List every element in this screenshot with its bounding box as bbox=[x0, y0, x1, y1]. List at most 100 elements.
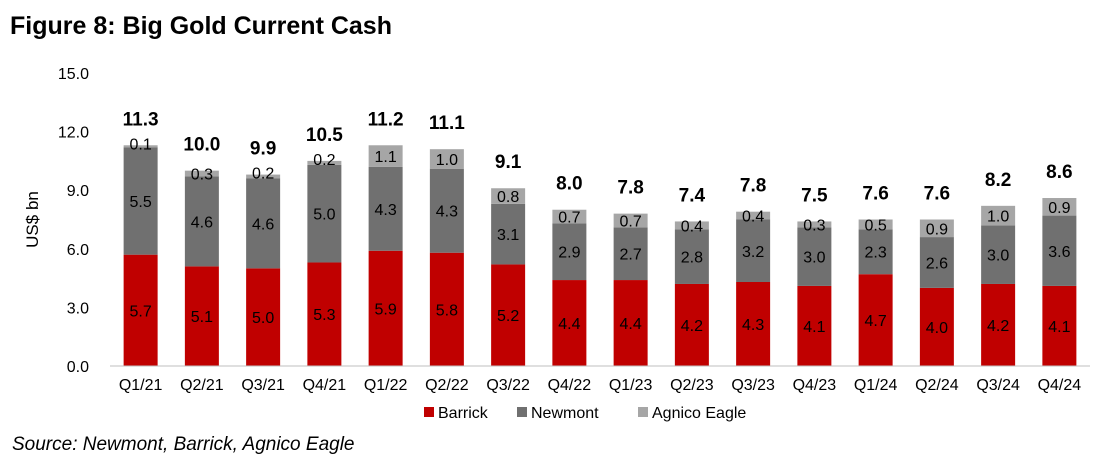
total-value-label: 7.6 bbox=[924, 184, 950, 205]
segment-value-label: 0.2 bbox=[313, 152, 335, 169]
bar-segment bbox=[1042, 198, 1077, 216]
bar-segment bbox=[797, 221, 832, 228]
bar-segment bbox=[674, 229, 709, 284]
segment-value-label: 4.3 bbox=[436, 204, 458, 221]
y-tick-label: 15.0 bbox=[58, 66, 89, 83]
bar-segment bbox=[368, 250, 403, 366]
segment-value-label: 3.6 bbox=[1048, 244, 1070, 261]
legend: Barrick Newmont Agnico Eagle bbox=[424, 405, 746, 422]
bar-segment bbox=[429, 252, 464, 366]
legend-swatch bbox=[638, 407, 648, 417]
bar-segment bbox=[123, 147, 158, 255]
y-tick-label: 9.0 bbox=[67, 183, 89, 200]
bar-segment bbox=[1042, 215, 1077, 286]
bar-segment bbox=[858, 229, 893, 275]
y-tick-label: 0.0 bbox=[67, 359, 89, 376]
segment-value-label: 0.1 bbox=[130, 136, 152, 153]
total-value-label: 11.1 bbox=[429, 113, 465, 134]
legend-swatch bbox=[517, 407, 527, 417]
x-tick-label: Q2/21 bbox=[180, 377, 224, 394]
bar-segment bbox=[491, 188, 526, 204]
x-tick-label: Q4/22 bbox=[548, 377, 592, 394]
bar-segment bbox=[674, 221, 709, 230]
bar-segment bbox=[184, 176, 219, 267]
bar-segment bbox=[919, 237, 954, 288]
x-tick-label: Q4/23 bbox=[793, 377, 837, 394]
total-value-label: 10.0 bbox=[183, 135, 220, 156]
segment-value-label: 0.3 bbox=[803, 217, 825, 234]
total-value-label: 7.5 bbox=[801, 185, 828, 206]
segment-value-label: 0.2 bbox=[252, 166, 274, 183]
bar-segment bbox=[797, 227, 832, 286]
segment-value-label: 4.4 bbox=[558, 316, 580, 333]
x-tick-label: Q4/21 bbox=[303, 377, 347, 394]
segment-value-label: 5.0 bbox=[252, 310, 274, 327]
bar-segment bbox=[123, 145, 158, 148]
bar-segment bbox=[429, 149, 464, 169]
segment-value-label: 4.6 bbox=[191, 214, 213, 231]
bar-segment bbox=[491, 203, 526, 265]
segment-value-label: 5.0 bbox=[313, 207, 335, 224]
bar-segment bbox=[246, 268, 281, 366]
segment-value-label: 4.1 bbox=[1048, 319, 1070, 336]
bar-segment bbox=[613, 213, 648, 228]
x-tick-label: Q3/23 bbox=[731, 377, 775, 394]
total-value-label: 9.1 bbox=[495, 152, 522, 173]
segment-value-label: 2.3 bbox=[865, 245, 887, 262]
source-note: Source: Newmont, Barrick, Agnico Eagle bbox=[12, 434, 355, 455]
bar-segment bbox=[307, 164, 342, 263]
total-value-label: 7.8 bbox=[617, 178, 643, 199]
total-value-label: 7.6 bbox=[862, 184, 888, 205]
segment-value-label: 2.7 bbox=[620, 247, 642, 264]
y-tick-label: 6.0 bbox=[67, 242, 89, 259]
x-tick-label: Q1/24 bbox=[854, 377, 898, 394]
segment-value-label: 4.3 bbox=[375, 202, 397, 219]
total-value-label: 8.2 bbox=[985, 170, 1011, 191]
bar-segment bbox=[919, 219, 954, 238]
legend-label: Barrick bbox=[438, 405, 489, 422]
bar-segment bbox=[552, 223, 587, 281]
legend-label: Agnico Eagle bbox=[652, 405, 746, 422]
x-tick-label: Q2/23 bbox=[670, 377, 714, 394]
segment-value-label: 4.3 bbox=[742, 317, 764, 334]
segment-value-label: 5.1 bbox=[191, 309, 213, 326]
bar-segment bbox=[1042, 285, 1077, 366]
bar-segment bbox=[246, 178, 281, 269]
segment-value-label: 0.7 bbox=[620, 213, 642, 230]
total-value-label: 9.9 bbox=[250, 139, 276, 160]
total-value-label: 7.4 bbox=[679, 185, 706, 206]
segment-value-label: 5.2 bbox=[497, 308, 519, 325]
chart-title: Figure 8: Big Gold Current Cash bbox=[10, 12, 392, 40]
segment-value-label: 4.2 bbox=[987, 318, 1009, 335]
x-tick-label: Q4/24 bbox=[1038, 377, 1082, 394]
segment-value-label: 0.9 bbox=[1048, 200, 1070, 217]
total-value-label: 11.2 bbox=[368, 109, 404, 130]
bar-segment bbox=[552, 209, 587, 224]
segment-value-label: 4.7 bbox=[865, 313, 887, 330]
bar-segment bbox=[613, 227, 648, 281]
total-value-label: 7.8 bbox=[740, 176, 766, 197]
bar-segment bbox=[736, 219, 771, 283]
segment-value-label: 3.1 bbox=[497, 227, 519, 244]
segment-value-label: 5.5 bbox=[130, 194, 152, 211]
segment-value-label: 1.0 bbox=[436, 152, 458, 169]
bar-segment bbox=[736, 211, 771, 220]
bar-segment bbox=[858, 219, 893, 230]
legend-label: Newmont bbox=[531, 405, 599, 422]
segment-value-label: 5.3 bbox=[313, 307, 335, 324]
segment-value-label: 5.8 bbox=[436, 302, 458, 319]
x-tick-label: Q1/22 bbox=[364, 377, 408, 394]
legend-swatch bbox=[424, 407, 434, 417]
total-value-label: 8.0 bbox=[556, 174, 582, 195]
segment-value-label: 4.0 bbox=[926, 320, 948, 337]
segment-value-label: 4.6 bbox=[252, 216, 274, 233]
bar-segment bbox=[981, 225, 1016, 284]
segment-value-label: 0.4 bbox=[742, 209, 764, 226]
x-tick-label: Q2/22 bbox=[425, 377, 469, 394]
segment-value-label: 0.9 bbox=[926, 221, 948, 238]
bar-segment bbox=[184, 170, 219, 177]
segment-value-label: 3.0 bbox=[803, 250, 825, 267]
bar-segment bbox=[307, 262, 342, 366]
segment-value-label: 1.1 bbox=[375, 149, 397, 166]
x-tick-label: Q1/23 bbox=[609, 377, 653, 394]
